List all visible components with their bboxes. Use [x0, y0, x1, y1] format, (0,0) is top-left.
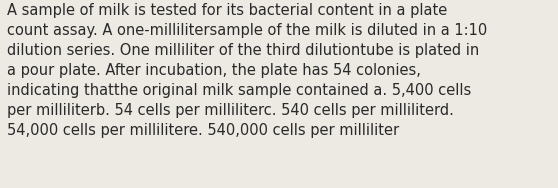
- Text: A sample of milk is tested for its bacterial content in a plate
count assay. A o: A sample of milk is tested for its bacte…: [7, 3, 488, 138]
